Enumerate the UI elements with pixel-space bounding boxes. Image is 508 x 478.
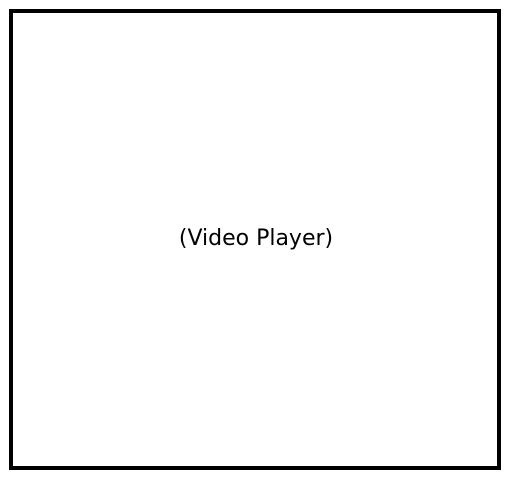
video-player-placeholder-label: (Video Player)	[178, 225, 334, 251]
video-player[interactable]: (Video Player)	[9, 9, 501, 470]
